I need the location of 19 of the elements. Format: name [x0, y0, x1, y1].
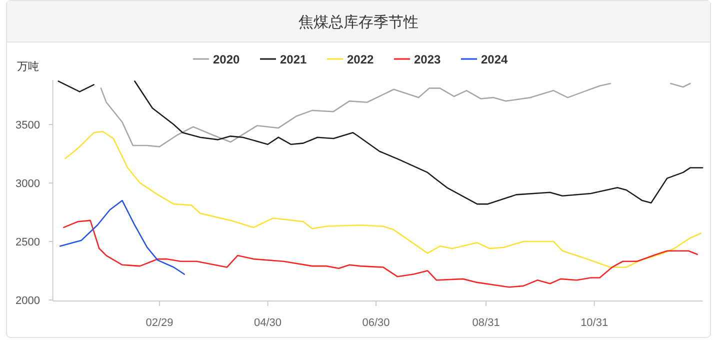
line-series	[59, 200, 186, 275]
line-series	[63, 220, 698, 288]
y-tick-label: 2500	[16, 236, 40, 248]
legend-label: 2022	[347, 52, 374, 66]
line-series	[64, 130, 702, 268]
legend-label: 2020	[213, 52, 240, 66]
x-tick-label: 04/30	[254, 317, 282, 329]
legend-label: 2021	[280, 52, 308, 66]
y-tick-label: 2000	[16, 295, 40, 307]
x-tick-label: 10/31	[580, 317, 608, 329]
x-tick-label: 08/31	[472, 317, 500, 329]
legend-label: 2024	[481, 52, 508, 66]
x-tick-label: 02/29	[146, 317, 174, 329]
y-tick-label: 3000	[16, 178, 40, 190]
legend-label: 2023	[414, 52, 442, 66]
chart-title: 焦煤总库存季节性	[298, 14, 418, 31]
y-tick-label: 3500	[16, 119, 40, 132]
x-tick-label: 06/30	[362, 317, 390, 329]
y-axis-title: 万吨	[17, 60, 39, 73]
